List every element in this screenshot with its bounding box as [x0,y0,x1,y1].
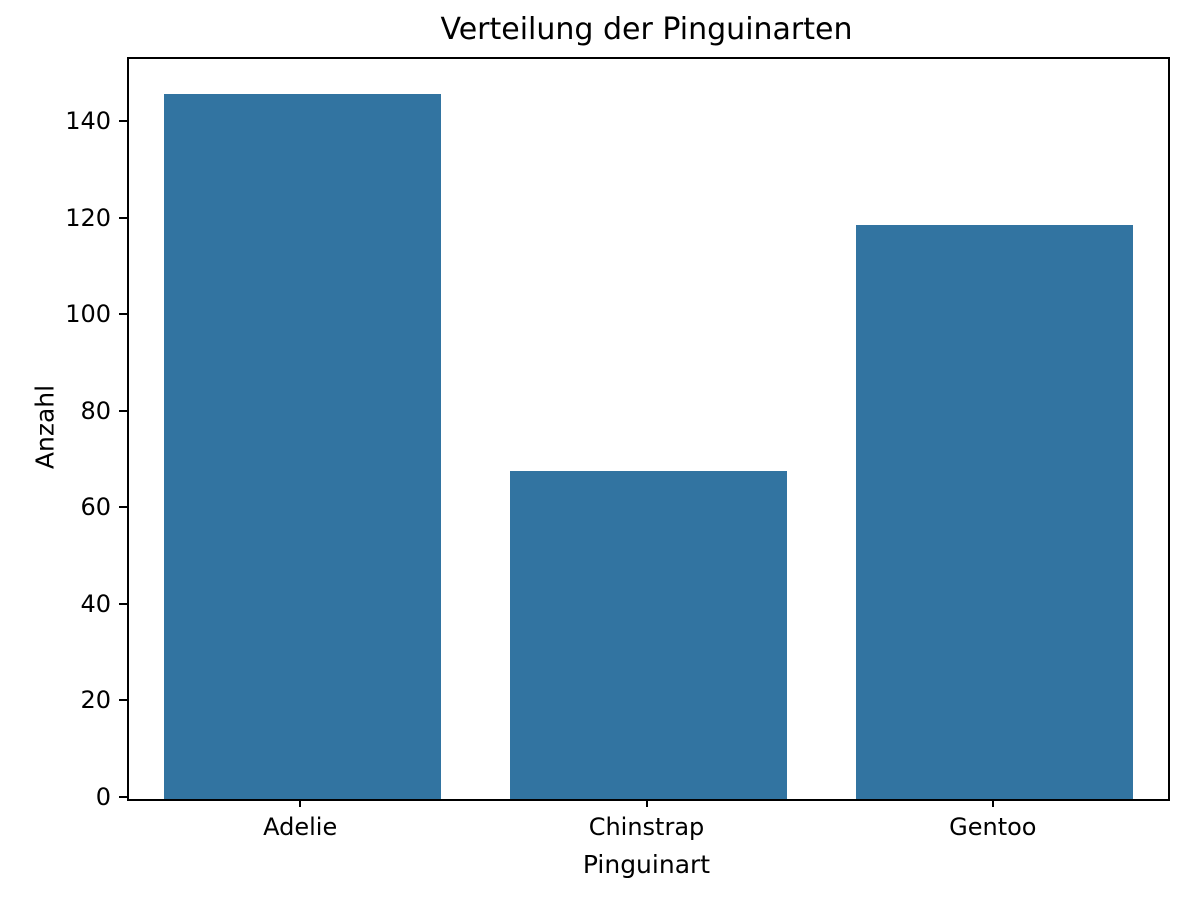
y-tick-label: 20 [80,686,111,715]
x-tick-mark [991,799,994,807]
y-tick-mark [119,602,127,605]
bar-chinstrap [509,470,788,799]
x-tick-mark [645,799,648,807]
x-tick-label: Gentoo [949,813,1037,841]
y-tick-label: 0 [95,783,111,811]
y-tick-mark [119,409,127,412]
y-tick-mark [119,313,127,316]
x-tick-label: Chinstrap [588,813,705,841]
bar-adelie [163,94,441,799]
y-tick-label: 100 [65,300,111,329]
chart-title: Verteilung der Pinguinarten [440,12,853,47]
y-tick-label: 80 [80,396,111,425]
x-tick-label: Adelie [263,813,338,841]
y-tick-label: 120 [65,203,111,232]
y-tick-label: 140 [65,107,111,136]
x-tick-mark [299,799,302,807]
y-tick-mark [119,120,127,123]
y-tick-mark [119,796,127,798]
y-tick-mark [119,699,127,702]
x-axis-label: Pinguinart [582,850,711,879]
y-tick-mark [119,216,127,219]
bar-gentoo [856,224,1134,799]
plot-area [127,57,1170,801]
y-tick-label: 60 [80,493,111,522]
y-tick-mark [119,506,127,509]
y-tick-label: 40 [80,589,111,618]
